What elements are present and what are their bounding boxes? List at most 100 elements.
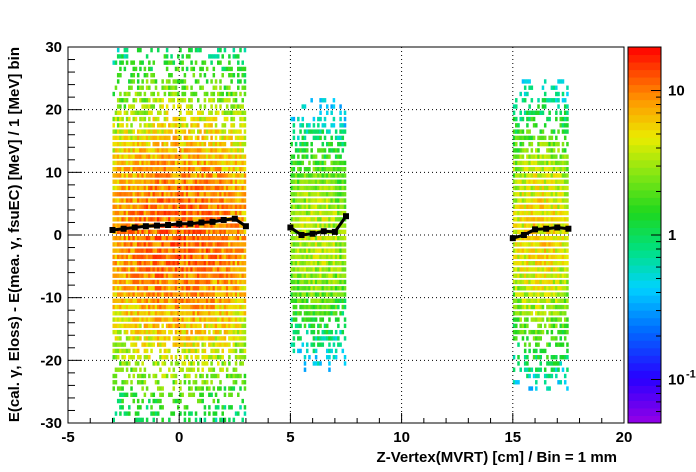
- heat-cell-band-2: [548, 273, 551, 278]
- heat-cell-band-0: [181, 85, 184, 90]
- heat-cell-band-0: [217, 185, 220, 191]
- heat-cell-band-2: [515, 167, 518, 172]
- heat-cell-band-0: [156, 273, 160, 278]
- heat-cell-band-0: [194, 185, 198, 191]
- heat-cell-band-2: [563, 160, 567, 166]
- heat-cell-band-0: [208, 317, 211, 322]
- heat-cell-band-1: [337, 204, 340, 209]
- heat-cell-band-1: [297, 329, 300, 335]
- heat-cell-band-1: [297, 179, 300, 184]
- heat-cell-band-0: [185, 235, 189, 241]
- heat-cell-band-2: [563, 235, 567, 241]
- heat-cell-band-1: [337, 286, 340, 291]
- heat-cell-band-2: [523, 229, 527, 235]
- heat-cell-band-1: [317, 217, 320, 222]
- heat-cell-band-0: [130, 85, 133, 90]
- heat-cell-band-2: [523, 235, 527, 241]
- heat-cell-band-0: [165, 336, 169, 341]
- heat-cell-band-0: [181, 292, 184, 297]
- heat-cell-band-0: [132, 179, 136, 184]
- heat-cell-band-0: [188, 198, 191, 203]
- heat-cell-band-2: [541, 204, 545, 209]
- heat-cell-band-0: [128, 298, 131, 303]
- heat-cell-band-0: [188, 292, 191, 297]
- heat-cell-band-0: [232, 311, 236, 316]
- heat-cell-band-2: [548, 279, 551, 285]
- heat-cell-band-1: [299, 235, 302, 241]
- heat-cell-band-0: [150, 279, 153, 285]
- heat-cell-band-0: [208, 98, 211, 103]
- heat-cell-band-0: [199, 292, 202, 297]
- heat-cell-band-0: [217, 60, 220, 65]
- heat-cell-band-0: [174, 267, 178, 272]
- heat-cell-band-0: [168, 348, 171, 354]
- y-tick-label: 10: [45, 164, 62, 181]
- heat-cell-band-0: [112, 355, 115, 360]
- heat-cell-band-1: [343, 248, 347, 253]
- heat-cell-band-1: [339, 135, 342, 141]
- heat-cell-band-1: [323, 116, 327, 122]
- heat-cell-band-2: [528, 141, 531, 147]
- heat-cell-band-0: [203, 223, 207, 228]
- heat-cell-band-1: [308, 279, 311, 285]
- heat-cell-band-1: [317, 261, 320, 266]
- heat-cell-band-2: [543, 292, 547, 297]
- heat-cell-band-1: [337, 160, 340, 166]
- heat-cell-band-0: [150, 210, 153, 216]
- heat-cell-band-0: [130, 323, 133, 329]
- heat-cell-band-2: [563, 298, 567, 303]
- heat-cell-band-1: [297, 217, 300, 222]
- heat-cell-band-0: [165, 304, 169, 310]
- heat-cell-band-0: [208, 248, 211, 253]
- heat-cell-band-2: [541, 210, 545, 216]
- heat-cell-band-2: [552, 179, 556, 184]
- heat-cell-band-0: [205, 223, 209, 228]
- heat-cell-band-0: [145, 73, 149, 78]
- heat-cell-band-0: [212, 342, 216, 347]
- heat-cell-band-0: [230, 198, 233, 203]
- heat-cell-band-0: [196, 336, 200, 341]
- heat-cell-band-0: [145, 386, 149, 391]
- heat-cell-band-1: [337, 167, 340, 172]
- heat-cell-band-0: [116, 129, 120, 134]
- heat-cell-band-0: [192, 286, 196, 291]
- heat-cell-band-0: [132, 235, 136, 241]
- heat-cell-band-0: [188, 210, 191, 216]
- heat-cell-band-0: [112, 135, 115, 141]
- heat-cell-band-2: [555, 141, 558, 147]
- heat-cell-band-0: [183, 286, 187, 291]
- heat-cell-band-0: [196, 210, 200, 216]
- heat-cell-band-0: [154, 192, 158, 197]
- heat-cell-band-0: [170, 54, 173, 59]
- heat-cell-band-1: [343, 167, 347, 172]
- heat-cell-band-2: [519, 261, 522, 266]
- heat-cell-band-0: [205, 148, 209, 153]
- heat-cell-band-1: [292, 129, 296, 134]
- heat-cell-band-0: [134, 298, 138, 303]
- heat-cell-band-0: [212, 336, 216, 341]
- heat-cell-band-0: [190, 311, 193, 316]
- heat-cell-band-1: [297, 242, 300, 247]
- heat-cell-band-0: [148, 229, 151, 235]
- colorbar-swatch: [628, 212, 661, 221]
- heat-cell-band-0: [123, 323, 127, 329]
- heat-cell-band-0: [150, 148, 153, 153]
- heat-cell-band-2: [552, 367, 556, 372]
- heat-cell-band-1: [303, 104, 307, 109]
- heat-cell-band-0: [174, 185, 178, 191]
- colorbar-swatch: [628, 287, 661, 296]
- heat-cell-band-2: [550, 292, 554, 297]
- heat-cell-band-1: [321, 254, 325, 260]
- heat-cell-band-1: [308, 273, 311, 278]
- heat-cell-band-2: [521, 135, 525, 141]
- heat-cell-band-0: [148, 267, 151, 272]
- heat-cell-band-2: [535, 367, 538, 372]
- heat-cell-band-1: [321, 204, 325, 209]
- heat-cell-band-2: [539, 311, 543, 316]
- heat-cell-band-2: [555, 160, 558, 166]
- heat-cell-band-0: [214, 210, 218, 216]
- heat-cell-band-0: [170, 361, 173, 366]
- heat-cell-band-0: [225, 261, 229, 266]
- heat-cell-band-0: [228, 242, 231, 247]
- heat-cell-band-2: [512, 204, 516, 209]
